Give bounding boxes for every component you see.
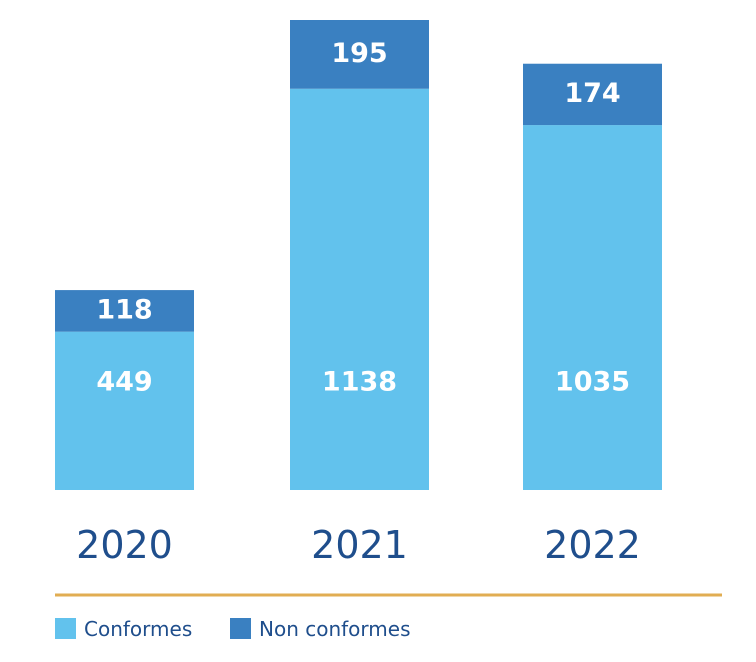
bar-conformes-2021 (290, 88, 429, 490)
value-label-conformes-2020: 449 (96, 367, 152, 398)
bar-conformes-2020 (55, 331, 194, 490)
legend-label-non-conformes: Non conformes (259, 617, 411, 641)
value-label-non-conformes-2021: 195 (331, 38, 387, 69)
legend-swatch-conformes (55, 618, 76, 639)
value-label-non-conformes-2020: 118 (96, 294, 152, 325)
bars-group: 449 118 1138 195 1035 174 (55, 20, 662, 491)
category-label-2020: 2020 (76, 523, 173, 567)
legend: Conformes Non conformes (55, 617, 411, 641)
value-label-conformes-2022: 1035 (555, 367, 630, 398)
category-label-2022: 2022 (544, 523, 641, 567)
value-label-conformes-2021: 1138 (322, 367, 397, 398)
legend-label-conformes: Conformes (84, 617, 192, 641)
value-label-non-conformes-2022: 174 (564, 78, 620, 109)
legend-swatch-non-conformes (230, 618, 251, 639)
category-labels: 2020 2021 2022 (76, 523, 641, 567)
bar-conformes-2022 (523, 125, 662, 491)
bar-non-conformes-2020 (55, 290, 194, 332)
bar-non-conformes-2021 (290, 20, 429, 89)
category-label-2021: 2021 (311, 523, 408, 567)
bar-non-conformes-2022 (523, 63, 662, 126)
